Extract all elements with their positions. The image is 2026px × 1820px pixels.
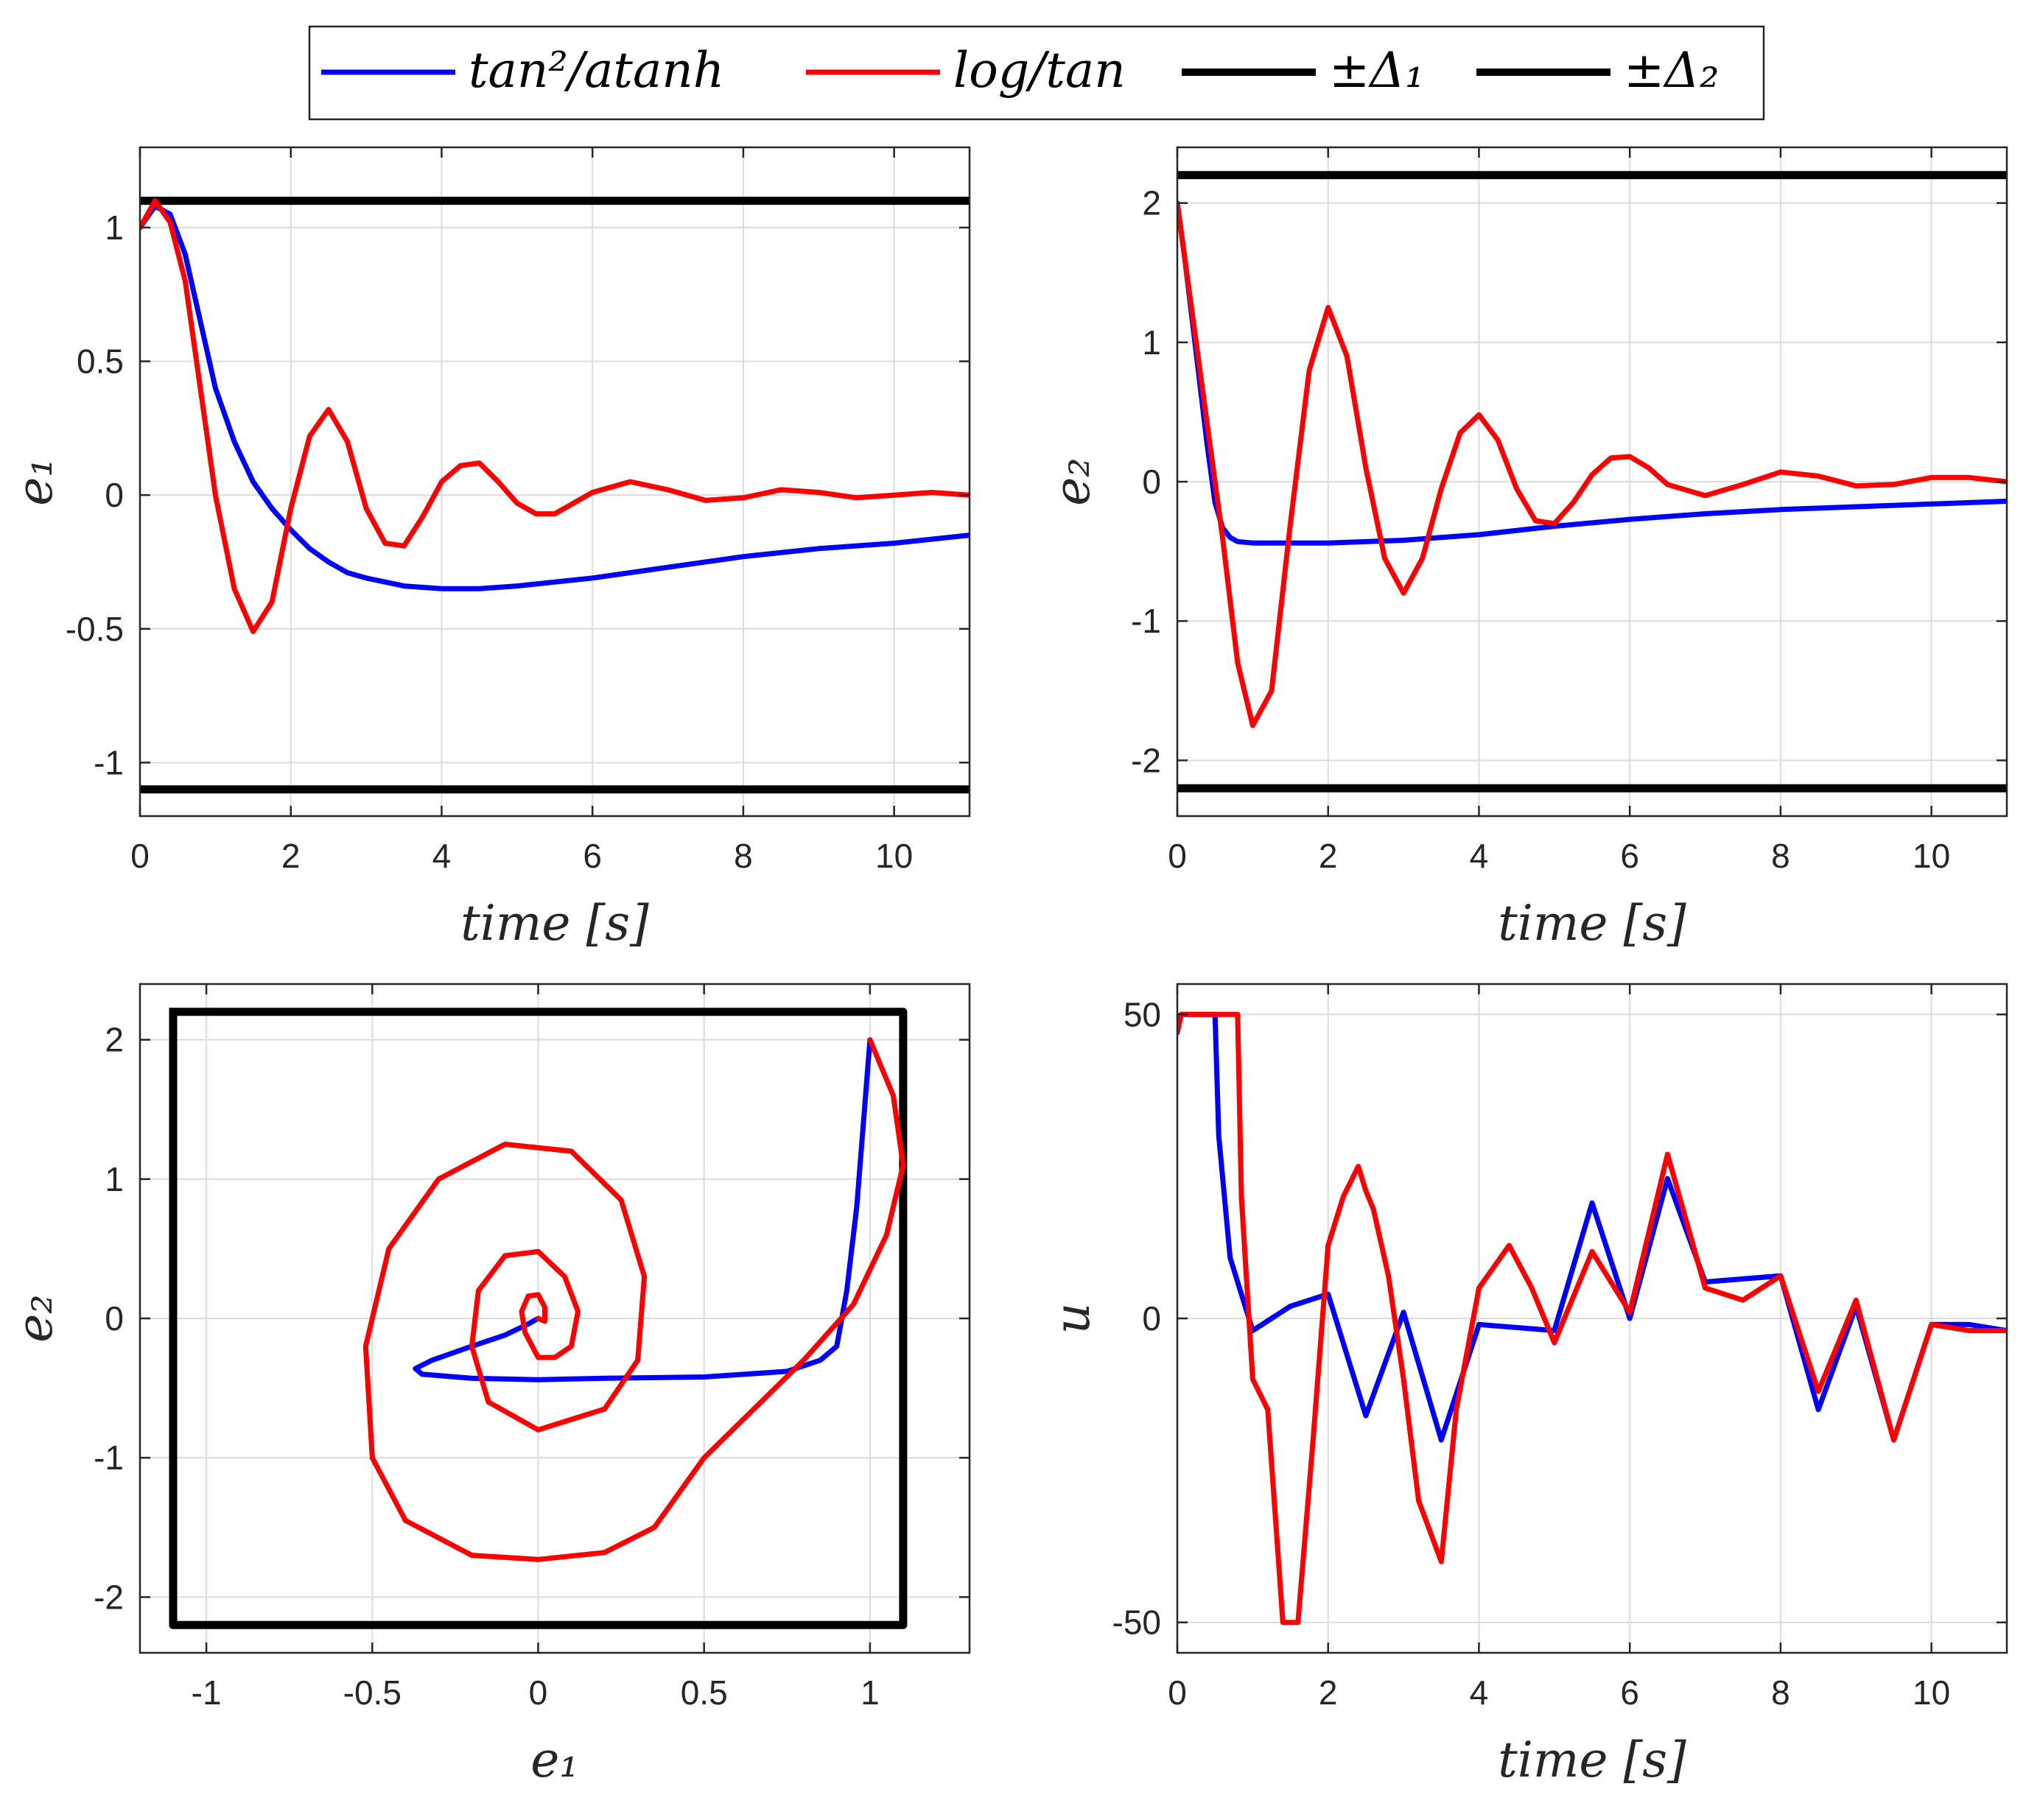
series-tan-atanh [413,1037,873,1382]
ytick-label: 0 [1142,1299,1161,1338]
ytick-label: 1 [105,1160,124,1198]
xtick-label: 2 [1319,1673,1338,1712]
series-bound-box [169,1008,908,1629]
axes-frame [139,146,971,818]
series-tan-atanh [140,203,970,591]
xtick-label: 10 [1913,837,1950,875]
ytick-label: 0 [105,476,124,514]
xtick-label: 4 [1470,837,1489,875]
xtick-label: -1 [192,1673,222,1712]
xtick-label: 6 [1620,837,1639,875]
xtick-label: 4 [1470,1673,1489,1712]
ytick-label: 0.5 [77,342,124,381]
xtick-label: 8 [1771,837,1790,875]
yaxis-label: e₁ [7,457,63,506]
xtick-label: 10 [875,837,913,875]
ytick-label: -1 [94,1438,124,1477]
xtick-label: 2 [1319,837,1338,875]
ytick-label: 1 [1142,323,1161,362]
ytick-label: -2 [1131,741,1161,779]
xaxis-label: time [s] [1498,1732,1686,1788]
series-tan-atanh [1177,200,2007,546]
xtick-label: 1 [860,1673,880,1712]
panel-phase-portrait: -1 -0.5 0 0.5 1 -2 -1 0 1 2 e₁ e₂ [7,983,971,1788]
yaxis-label: u [1044,1303,1101,1335]
series-log-tan [1177,1011,2007,1626]
xtick-label: 8 [734,837,753,875]
yaxis-label: e₂ [7,1294,63,1343]
ytick-label: 0 [1142,463,1161,501]
ytick-label: -50 [1112,1603,1161,1642]
xtick-label: 8 [1771,1673,1790,1712]
ytick-label: -2 [94,1578,124,1616]
xtick-label: 0 [1168,1673,1187,1712]
ytick-label: 1 [105,208,124,247]
xtick-label: 0 [529,1673,548,1712]
xtick-label: -0.5 [343,1673,402,1712]
ytick-label: 50 [1124,995,1161,1033]
xaxis-label: e₁ [530,1732,579,1788]
ytick-label: -1 [1131,602,1161,640]
xtick-label: 0 [130,837,150,875]
xtick-label: 10 [1913,1673,1950,1712]
ytick-label: 2 [1142,184,1161,222]
series-tan-atanh [1177,1011,2007,1443]
series-log-tan [140,198,970,634]
legend: tan²/atanh log/tan ±Δ₁ ±Δ₂ [308,25,1765,121]
xtick-label: 0.5 [681,1673,728,1712]
panel-e1-vs-time: 0 2 4 6 8 10 -1 -0.5 0 0.5 1 time [s] e₁ [7,146,971,952]
xtick-label: 6 [583,837,602,875]
ytick-label: 2 [105,1021,124,1059]
legend-label-red: log/tan [953,42,1126,99]
yaxis-label: e₂ [1044,457,1101,506]
legend-label-delta1: ±Δ₁ [1329,42,1424,99]
xaxis-label: time [s] [1498,895,1686,952]
legend-label-blue: tan²/atanh [469,42,724,99]
series-log-tan [1177,200,2007,728]
xtick-label: 4 [432,837,452,875]
panel-e2-vs-time: 0 2 4 6 8 10 -2 -1 0 1 2 time [s] e₂ [1044,146,2008,952]
ytick-label: -0.5 [66,610,124,648]
xtick-label: 2 [281,837,301,875]
ytick-label: 0 [105,1299,124,1338]
xtick-label: 0 [1168,837,1187,875]
ytick-label: -1 [94,743,124,781]
xtick-label: 6 [1620,1673,1639,1712]
xaxis-label: time [s] [460,895,649,952]
series-log-tan [362,1037,906,1562]
legend-label-delta2: ±Δ₂ [1624,42,1719,99]
